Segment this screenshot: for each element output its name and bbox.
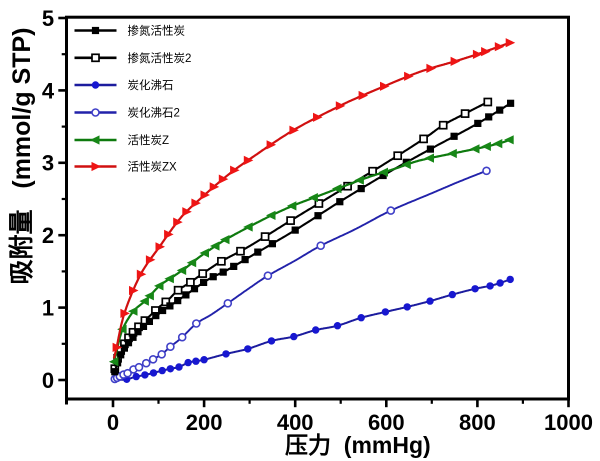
svg-text:0: 0 <box>42 368 54 393</box>
svg-text:活性炭Z: 活性炭Z <box>128 133 170 147</box>
svg-text:4: 4 <box>42 78 55 103</box>
svg-text:3: 3 <box>42 151 54 176</box>
svg-text:1000: 1000 <box>544 410 593 435</box>
svg-text:2: 2 <box>42 223 54 248</box>
svg-text:200: 200 <box>186 410 223 435</box>
svg-text:1: 1 <box>42 296 54 321</box>
svg-text:400: 400 <box>277 410 314 435</box>
svg-text:炭化沸石2: 炭化沸石2 <box>128 106 180 120</box>
svg-text:600: 600 <box>368 410 405 435</box>
svg-text:800: 800 <box>459 410 496 435</box>
svg-text:吸附量 (mmol/g STP): 吸附量 (mmol/g STP) <box>8 28 36 285</box>
svg-text:掺氮活性炭2: 掺氮活性炭2 <box>128 51 192 65</box>
svg-text:压力 (mmHg): 压力 (mmHg) <box>285 432 431 458</box>
svg-text:0: 0 <box>107 410 119 435</box>
svg-text:炭化沸石: 炭化沸石 <box>128 78 174 92</box>
svg-text:掺氮活性炭: 掺氮活性炭 <box>128 24 186 38</box>
svg-text:活性炭ZX: 活性炭ZX <box>128 160 178 174</box>
svg-text:5: 5 <box>42 6 54 31</box>
